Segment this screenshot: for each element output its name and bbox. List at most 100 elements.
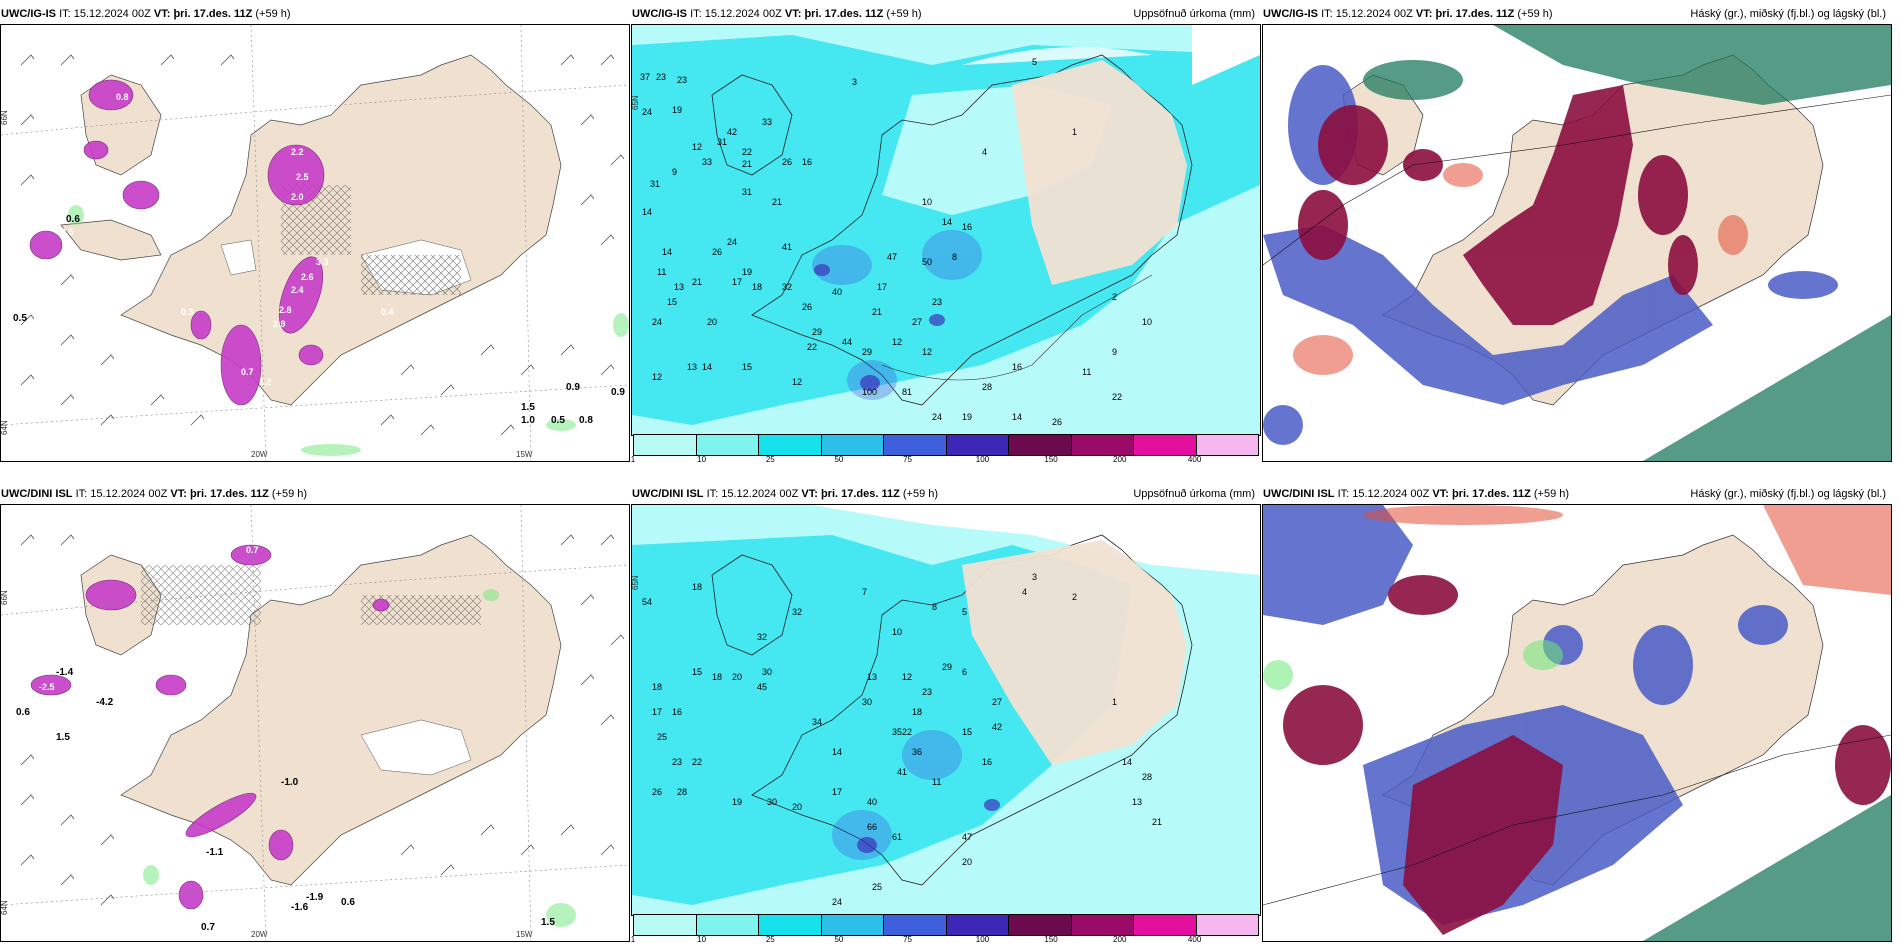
it-value: 15.12.2024 00Z	[1352, 488, 1430, 500]
svg-text:26: 26	[712, 247, 722, 257]
svg-text:-1.0: -1.0	[281, 777, 299, 788]
model-name: UWC/DINI ISL	[1263, 488, 1335, 500]
lead-time: (+59 h)	[255, 8, 291, 20]
svg-text:25: 25	[872, 882, 882, 892]
svg-text:47: 47	[962, 832, 972, 842]
vt-value: þri. 17.des. 11Z	[820, 488, 900, 500]
lon-20w-label: 20W	[251, 930, 268, 939]
svg-text:21: 21	[772, 197, 782, 207]
svg-text:12: 12	[792, 377, 802, 387]
high-cloud	[1363, 25, 1891, 461]
svg-text:14: 14	[662, 247, 672, 257]
svg-text:-4.2: -4.2	[96, 697, 114, 708]
svg-text:1.5: 1.5	[541, 917, 555, 928]
it-label: IT:	[690, 8, 702, 20]
svg-text:12: 12	[922, 347, 932, 357]
model-name: UWC/DINI ISL	[1, 488, 73, 500]
svg-text:7: 7	[862, 587, 867, 597]
vt-value: þri. 17.des. 11Z	[173, 8, 253, 20]
svg-text:33: 33	[702, 157, 712, 167]
svg-text:0.7: 0.7	[246, 545, 259, 555]
svg-text:-1.6: -1.6	[291, 902, 309, 913]
svg-text:23: 23	[932, 297, 942, 307]
it-label: IT:	[706, 488, 719, 500]
light-precip	[68, 205, 629, 456]
svg-text:22: 22	[742, 147, 752, 157]
svg-text:24: 24	[652, 317, 662, 327]
svg-text:30: 30	[862, 697, 872, 707]
model-name: UWC/IG-IS	[1, 8, 56, 20]
svg-text:21: 21	[692, 277, 702, 287]
svg-text:0.4: 0.4	[381, 307, 394, 317]
svg-text:100: 100	[862, 387, 877, 397]
svg-text:13: 13	[687, 362, 697, 372]
panel-field-title: Háský (gr.), miðský (fj.bl.) og lágský (…	[1690, 8, 1886, 20]
svg-text:41: 41	[782, 242, 792, 252]
svg-text:0.5: 0.5	[551, 415, 565, 426]
lead-time: (+59 h)	[902, 488, 939, 500]
model-name: UWC/IG-IS	[1263, 8, 1318, 20]
svg-text:0.5: 0.5	[61, 227, 74, 237]
svg-text:31: 31	[717, 137, 727, 147]
svg-text:0.9: 0.9	[566, 382, 580, 393]
vt-label: VT:	[801, 488, 818, 500]
lat-64n-label: 64N	[1, 420, 9, 435]
it-value: 15.12.2024 00Z	[90, 488, 168, 500]
vt-value: þri. 17.des. 11Z	[189, 488, 269, 500]
svg-text:25: 25	[657, 732, 667, 742]
svg-text:50: 50	[922, 257, 932, 267]
panel-title: UWC/DINI ISL IT: 15.12.2024 00Z VT: þri.…	[632, 484, 938, 504]
svg-text:33: 33	[762, 117, 772, 127]
panel-top-center: UWC/IG-IS IT: 15.12.2024 00Z VT: þri. 17…	[631, 0, 1261, 464]
panel-title: UWC/IG-IS IT: 15.12.2024 00Z VT: þri. 17…	[632, 4, 922, 24]
svg-text:15: 15	[667, 297, 677, 307]
svg-text:14: 14	[1122, 757, 1132, 767]
svg-text:24: 24	[642, 107, 652, 117]
svg-text:0.3: 0.3	[181, 307, 194, 317]
vt-label: VT:	[784, 8, 802, 20]
svg-text:10: 10	[1142, 317, 1152, 327]
svg-text:13: 13	[674, 282, 684, 292]
svg-text:9: 9	[672, 167, 677, 177]
svg-text:21: 21	[1152, 817, 1162, 827]
svg-text:28: 28	[1142, 772, 1152, 782]
svg-text:47: 47	[887, 252, 897, 262]
svg-text:13: 13	[867, 672, 877, 682]
svg-text:1: 1	[1072, 127, 1077, 137]
map-frame: 0.7 0.3 -1.4 -2.5 -4.2 0.6 1.5 -1.0 -1.1…	[0, 504, 630, 942]
lon-15w-label: 15W	[516, 930, 533, 939]
svg-text:17: 17	[732, 277, 742, 287]
svg-text:3: 3	[1032, 572, 1037, 582]
it-value: 15.12.2024 00Z	[704, 8, 782, 20]
svg-text:11: 11	[657, 267, 666, 277]
svg-text:42: 42	[727, 127, 737, 137]
svg-text:3.3: 3.3	[316, 257, 329, 267]
map-frame: 37 23 23 19 24 9 12 31 14 33 31 21 22 26 16 31 2…	[631, 24, 1261, 436]
svg-text:18: 18	[912, 707, 922, 717]
svg-text:17: 17	[877, 282, 887, 292]
colorbar-labels: 1 10 25 50 75 100 150 200 400	[630, 935, 1202, 944]
svg-text:16: 16	[982, 757, 992, 767]
svg-text:2.8: 2.8	[279, 305, 292, 315]
colorbar	[633, 434, 1259, 456]
svg-text:20: 20	[707, 317, 717, 327]
svg-text:66: 66	[867, 822, 877, 832]
precip-areas	[29, 79, 325, 406]
svg-text:24: 24	[727, 237, 737, 247]
cloud-cover-map	[1263, 505, 1891, 941]
svg-text:0.5: 0.5	[13, 313, 27, 324]
precip-values: 0.5 0.6 0.5 2.2 0.8 2.5 2.0 3.3 2.6 2.4 …	[13, 92, 625, 426]
svg-text:16: 16	[802, 157, 812, 167]
lat-66n-label: 66N	[1, 590, 9, 605]
low-cloud-edge	[1293, 163, 1748, 375]
svg-text:22: 22	[692, 757, 702, 767]
svg-text:20: 20	[792, 802, 802, 812]
svg-text:2.0: 2.0	[291, 192, 304, 202]
svg-text:15: 15	[742, 362, 752, 372]
svg-text:30: 30	[762, 667, 772, 677]
svg-text:6: 6	[962, 667, 967, 677]
svg-text:0.3: 0.3	[286, 547, 299, 557]
svg-text:81: 81	[902, 387, 912, 397]
svg-text:32: 32	[792, 607, 802, 617]
